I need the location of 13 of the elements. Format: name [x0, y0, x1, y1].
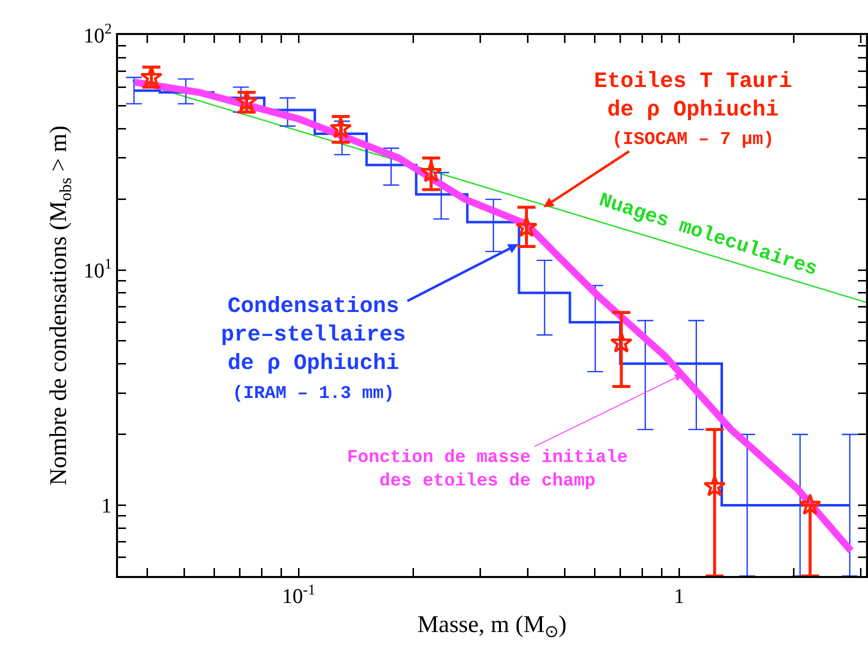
point	[703, 474, 726, 496]
annotation: Etoiles T Tauri de ρ Ophiuchi (ISOCAM – 7 μm)	[594, 69, 792, 150]
annotation: Fonction de masse initiale des etoiles de champ	[347, 448, 628, 492]
y-tick-label: 10$^{2}$	[83, 22, 112, 48]
x-tick-label: 10$^{-1}$	[282, 582, 316, 608]
point	[798, 493, 822, 515]
y-tick-label: 10$^{1}$	[83, 256, 112, 282]
point	[515, 216, 538, 238]
x-axis-title: Masse, m (M$_{⊙}$)	[417, 612, 567, 642]
point	[330, 116, 352, 138]
y-tick-label: 1	[101, 494, 112, 518]
annotation: Condensations pre–stellaires de ρ Ophiuchi (IRAM – 1.3 mm)	[221, 294, 406, 404]
point	[610, 331, 633, 353]
